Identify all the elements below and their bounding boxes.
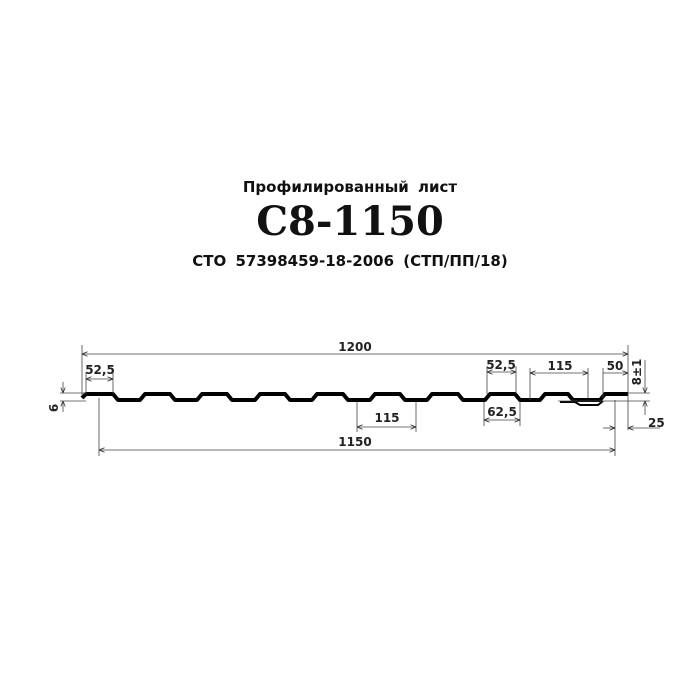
dim-rib-base: 62,5	[487, 405, 517, 419]
dim-pitch-middle: 115	[374, 411, 399, 425]
sheet-profile	[80, 392, 628, 402]
dim-rib-top-left: 52,5	[85, 363, 115, 377]
dim-1150: 1150	[338, 435, 371, 449]
product-type: Профилированный лист	[242, 178, 458, 196]
dim-end-flat: 50	[607, 359, 624, 373]
dim-height: 8±1	[630, 359, 644, 386]
dim-rib-top-right: 52,5	[486, 358, 516, 372]
dim-pitch-right: 115	[547, 359, 572, 373]
product-title: С8-1150	[256, 198, 444, 245]
dimension-lines	[60, 345, 660, 456]
dim-1200: 1200	[338, 340, 371, 354]
standard-reference: СТО 57398459-18-2006 (СТП/ПП/18)	[192, 252, 508, 270]
overlap-profile	[560, 400, 604, 406]
dim-edge-bend: 6	[47, 404, 61, 412]
dim-edge-offset: 25	[648, 416, 665, 430]
